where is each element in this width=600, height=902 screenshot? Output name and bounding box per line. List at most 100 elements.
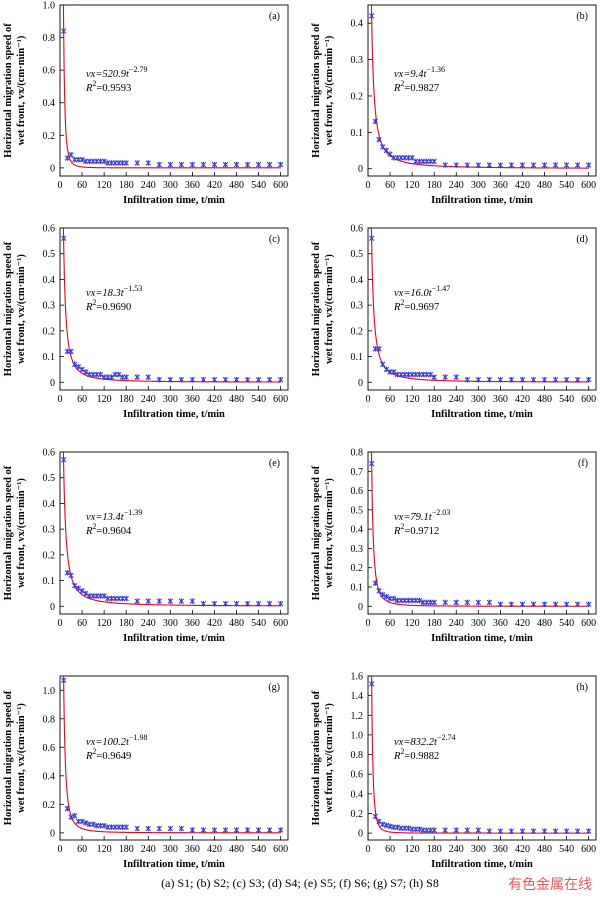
x-axis-title: Infiltration time, t/min	[431, 195, 533, 206]
x-tick-label: 0	[58, 618, 63, 629]
data-point	[97, 371, 104, 378]
x-tick-label: 180	[119, 394, 134, 405]
data-point	[134, 374, 140, 380]
x-tick-label: 180	[119, 180, 134, 191]
x-tick-label: 300	[471, 394, 486, 405]
x-tick-label: 360	[185, 180, 200, 191]
y-tick-label: 0	[50, 163, 55, 174]
data-point	[368, 460, 375, 467]
data-point	[416, 597, 423, 604]
data-point	[75, 364, 82, 370]
x-tick-label: 300	[163, 618, 178, 629]
fit-r-squared: R2=0.9712	[393, 522, 439, 537]
fit-equation: vx=16.0t−1.47	[394, 284, 450, 299]
data-point	[145, 825, 151, 832]
data-point	[90, 821, 96, 828]
data-point	[277, 600, 284, 607]
y-tick-label: 0.4	[43, 771, 56, 782]
data-point	[508, 828, 515, 834]
x-tick-label: 540	[251, 844, 266, 855]
y-tick-label: 0.6	[351, 486, 364, 497]
data-point	[563, 162, 570, 168]
panel-label: (h)	[576, 682, 588, 693]
data-point	[475, 162, 482, 168]
data-point	[123, 160, 129, 166]
chart-panel-b: 0 60 120 180 240 300 360 420 480 540 600 0 0.1 0.2 0.3…	[311, 4, 597, 206]
y-tick-label: 0.1	[351, 352, 364, 363]
data-point	[60, 28, 67, 34]
x-tick-label: 420	[207, 180, 222, 191]
data-point	[72, 812, 78, 819]
data-point	[266, 376, 273, 383]
data-point	[266, 600, 273, 607]
plot-frame	[367, 227, 597, 391]
y-tick-label: 0	[50, 828, 55, 839]
data-point	[244, 376, 251, 383]
data-point	[72, 361, 78, 368]
y-axis-title: Horizontal migration speed of wet front, …	[3, 23, 27, 158]
data-point	[464, 827, 470, 833]
x-tick-label: 480	[537, 844, 552, 855]
data-point	[68, 814, 74, 820]
data-point	[72, 582, 78, 589]
plot-frame	[367, 4, 597, 177]
fit-equation: vx=18.3t−1.53	[86, 284, 142, 299]
data-point	[167, 161, 174, 168]
x-axis-title: Infiltration time, t/min	[123, 409, 225, 420]
data-point	[83, 820, 89, 826]
data-point	[222, 600, 229, 607]
panel-label: (a)	[269, 11, 280, 22]
chart-panel-h: 0 60 120 180 240 300 360 420 480 540 600 0 0.2 0.4 0.6…	[311, 672, 597, 870]
data-point	[167, 598, 174, 604]
data-point	[380, 361, 386, 368]
data-point	[530, 376, 537, 383]
x-tick-label: 240	[449, 180, 464, 191]
y-tick-label: 0	[50, 378, 55, 389]
data-point	[442, 827, 448, 833]
x-tick-label: 0	[366, 394, 371, 405]
data-point	[368, 235, 375, 242]
data-point	[442, 599, 448, 606]
data-point	[486, 828, 493, 834]
data-point	[431, 827, 437, 833]
data-point	[75, 585, 82, 592]
x-axis-title: Infiltration time, t/min	[431, 859, 533, 870]
panel-label: (e)	[269, 458, 280, 469]
data-point	[189, 827, 196, 833]
data-point	[123, 374, 129, 380]
data-point	[266, 827, 273, 833]
data-point	[233, 376, 240, 383]
data-point	[277, 827, 284, 833]
x-tick-label: 300	[471, 180, 486, 191]
data-point	[60, 456, 67, 463]
x-tick-label: 300	[163, 394, 178, 405]
fit-equation: vx=832.2t−2.74	[394, 733, 455, 748]
data-point	[156, 161, 162, 168]
plot-frame	[59, 4, 289, 177]
x-tick-label: 360	[185, 618, 200, 629]
data-point	[368, 13, 375, 19]
data-point	[233, 600, 240, 607]
x-tick-label: 0	[58, 394, 63, 405]
data-point	[68, 572, 74, 579]
fit-r-squared: R2=0.9697	[393, 298, 439, 313]
data-point	[372, 580, 379, 586]
data-point	[79, 818, 85, 825]
data-point	[585, 601, 592, 608]
data-point	[189, 161, 196, 168]
y-tick-label: 0.3	[351, 544, 364, 555]
plot-frame	[59, 451, 289, 615]
x-tick-label: 240	[141, 180, 156, 191]
x-tick-label: 60	[385, 618, 395, 629]
x-tick-label: 120	[405, 844, 420, 855]
x-tick-label: 420	[515, 618, 530, 629]
x-tick-label: 60	[385, 180, 395, 191]
x-axis-title: Infiltration time, t/min	[431, 633, 533, 644]
plot-frame	[59, 227, 289, 391]
data-point	[68, 348, 74, 355]
data-point	[552, 828, 559, 834]
chart-panel-e: 0 60 120 180 240 300 360 420 480 540 600 0 0.1 0.2 0.3…	[3, 448, 289, 644]
data-point	[508, 376, 515, 383]
data-point	[156, 598, 162, 604]
data-point	[277, 376, 284, 383]
